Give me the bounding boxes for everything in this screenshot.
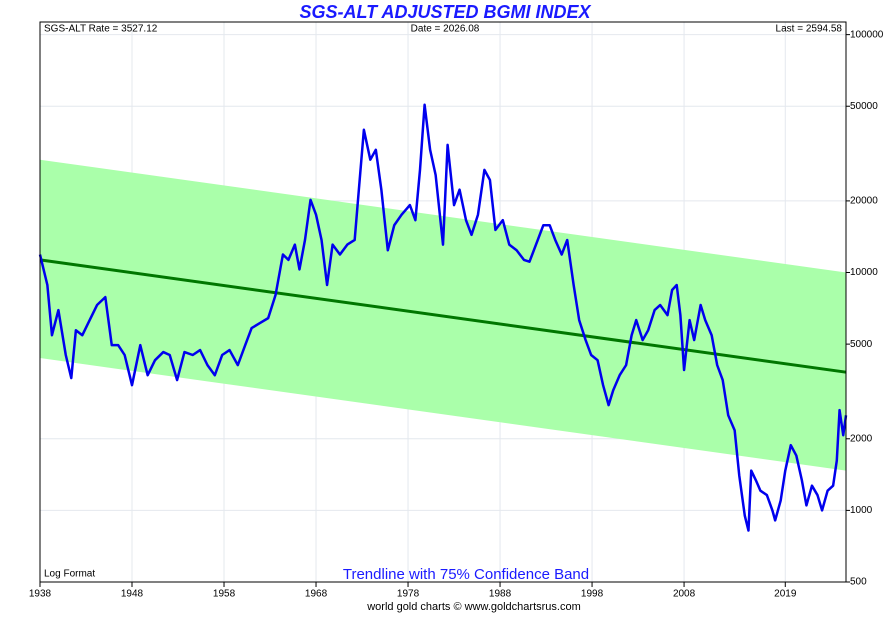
y-tick-label: 50000 xyxy=(850,101,878,112)
x-tick-label: 1998 xyxy=(581,589,604,600)
stat-date: Date = 2026.08 xyxy=(411,24,480,35)
y-tick-label: 100000 xyxy=(850,29,884,40)
x-tick-label: 1968 xyxy=(305,589,328,600)
y-tick-label: 5000 xyxy=(850,339,873,350)
y-tick-label: 2000 xyxy=(850,433,873,444)
y-tick-label: 20000 xyxy=(850,196,878,207)
trendline xyxy=(39,258,847,374)
x-tick-label: 1948 xyxy=(121,589,144,600)
y-tick-label: 10000 xyxy=(850,267,878,278)
x-tick-label: 1938 xyxy=(29,589,52,600)
subtitle: Trendline with 75% Confidence Band xyxy=(343,566,589,583)
plot-frame xyxy=(39,21,847,583)
x-tick-label: 1988 xyxy=(489,589,512,600)
plot-area: 1938 1948 1958 1968 1978 1988 1998 2008 2019 500 1… xyxy=(29,21,884,600)
y-tick-label: 1000 xyxy=(850,505,873,516)
chart-title: SGS-ALT ADJUSTED BGMI INDEX xyxy=(299,2,591,22)
series-line xyxy=(38,103,848,532)
x-tick-label: 1958 xyxy=(213,589,236,600)
stat-last: Last = 2594.58 xyxy=(776,24,843,35)
credit: world gold charts © www.goldchartsrus.co… xyxy=(366,601,581,613)
y-tick-label: 500 xyxy=(850,577,867,588)
x-tick-label: 1978 xyxy=(397,589,420,600)
x-tick-label: 2008 xyxy=(673,589,696,600)
x-tick-label: 2019 xyxy=(774,589,797,600)
stat-rate: SGS-ALT Rate = 3527.12 xyxy=(44,24,158,35)
scale-note: Log Format xyxy=(44,569,95,580)
